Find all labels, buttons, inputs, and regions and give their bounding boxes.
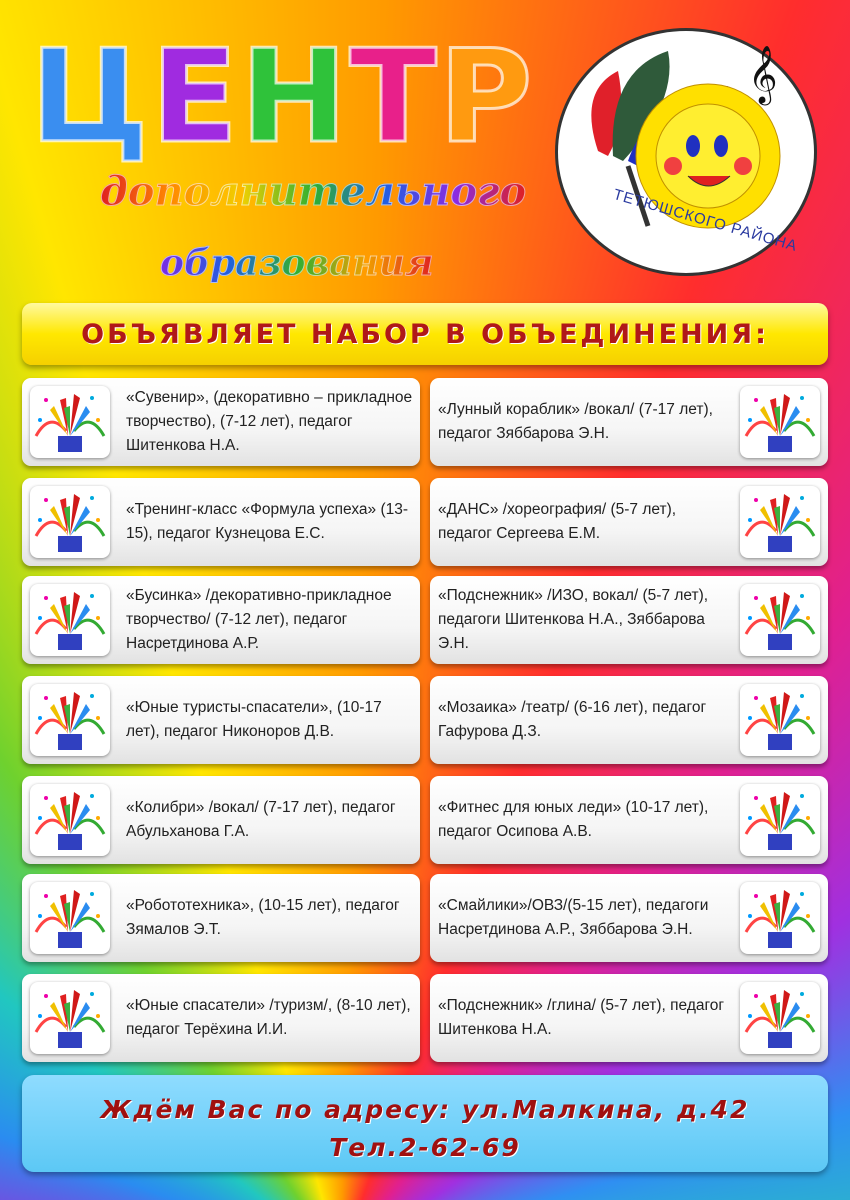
- club-card: «Бусинка» /декоративно-прикладное творче…: [22, 576, 420, 664]
- gift-icon: [30, 386, 110, 458]
- club-description: «Тренинг-класс «Формула успеха» (13-15),…: [126, 501, 409, 542]
- club-card: «Юные спасатели» /туризм/, (8-10 лет), п…: [22, 974, 420, 1062]
- club-card: «Робототехника», (10-15 лет), педагог Зя…: [22, 874, 420, 962]
- club-card: «Подснежник» /ИЗО, вокал/ (5-7 лет), пед…: [430, 576, 828, 664]
- club-description: «ДАНС» /хореография/ (5-7 лет), педагог …: [438, 501, 677, 542]
- title-letter: Р: [437, 23, 534, 172]
- club-description: «Подснежник» /ИЗО, вокал/ (5-7 лет), пед…: [438, 587, 709, 652]
- gift-icon: [30, 982, 110, 1054]
- gift-icon: [740, 982, 820, 1054]
- contact-footer: Ждём Вас по адресу: ул.Малкина, д.42 Тел…: [22, 1075, 828, 1172]
- club-description: «Бусинка» /декоративно-прикладное творче…: [126, 587, 392, 652]
- address-text: Ждём Вас по адресу: ул.Малкина, д.42: [100, 1095, 750, 1124]
- club-card: «Подснежник» /глина/ (5-7 лет), педагог …: [430, 974, 828, 1062]
- club-description: «Колибри» /вокал/ (7-17 лет), педагог Аб…: [126, 799, 396, 840]
- gift-icon: [30, 784, 110, 856]
- club-card: «Юные туристы-спасатели», (10-17 лет), п…: [22, 676, 420, 764]
- club-description: «Юные туристы-спасатели», (10-17 лет), п…: [126, 699, 382, 740]
- club-description: «Мозаика» /театр/ (6-16 лет), педагог Га…: [438, 699, 707, 740]
- club-description: «Робототехника», (10-15 лет), педагог Зя…: [126, 897, 400, 938]
- gift-icon: [740, 784, 820, 856]
- club-card: «Фитнес для юных леди» (10-17 лет), педа…: [430, 776, 828, 864]
- subtitle-dopolnitelnogo: дополнительного: [99, 168, 527, 216]
- announcement-banner: ОБЪЯВЛЯЕТ НАБОР В ОБЪЕДИНЕНИЯ:: [22, 303, 828, 365]
- club-description: «Лунный кораблик» /вокал/ (7-17 лет), пе…: [438, 401, 713, 442]
- svg-text:𝄞: 𝄞: [748, 46, 778, 106]
- club-description: «Смайлики»/ОВЗ/(5-15 лет), педагоги Наср…: [438, 897, 709, 938]
- club-card: «Смайлики»/ОВЗ/(5-15 лет), педагоги Наср…: [430, 874, 828, 962]
- gift-icon: [740, 882, 820, 954]
- club-card: «Колибри» /вокал/ (7-17 лет), педагог Аб…: [22, 776, 420, 864]
- subtitle-obrazovaniya: образования: [160, 242, 435, 285]
- gift-icon: [740, 684, 820, 756]
- logo-sun: 𝄞: [555, 28, 817, 276]
- club-card: «Тренинг-класс «Формула успеха» (13-15),…: [22, 478, 420, 566]
- club-description: «Юные спасатели» /туризм/, (8-10 лет), п…: [126, 997, 411, 1038]
- title-letter: Т: [348, 23, 438, 172]
- gift-icon: [30, 684, 110, 756]
- club-description: «Сувенир», (декоративно – прикладное тво…: [126, 389, 413, 454]
- club-card: «Сувенир», (декоративно – прикладное тво…: [22, 378, 420, 466]
- club-card: «Лунный кораблик» /вокал/ (7-17 лет), пе…: [430, 378, 828, 466]
- club-card: «Мозаика» /театр/ (6-16 лет), педагог Га…: [430, 676, 828, 764]
- gift-icon: [740, 584, 820, 656]
- title-letter: Н: [239, 23, 349, 172]
- title-letter: Е: [149, 23, 239, 172]
- phone-text: Тел.2-62-69: [329, 1133, 521, 1162]
- banner-text: ОБЪЯВЛЯЕТ НАБОР В ОБЪЕДИНЕНИЯ:: [81, 318, 769, 350]
- gift-icon: [740, 386, 820, 458]
- gift-icon: [740, 486, 820, 558]
- gift-icon: [30, 584, 110, 656]
- gift-icon: [30, 486, 110, 558]
- club-description: «Фитнес для юных леди» (10-17 лет), педа…: [438, 799, 709, 840]
- club-card: «ДАНС» /хореография/ (5-7 лет), педагог …: [430, 478, 828, 566]
- gift-icon: [30, 882, 110, 954]
- title-letter: Ц: [29, 23, 151, 172]
- club-description: «Подснежник» /глина/ (5-7 лет), педагог …: [438, 997, 725, 1038]
